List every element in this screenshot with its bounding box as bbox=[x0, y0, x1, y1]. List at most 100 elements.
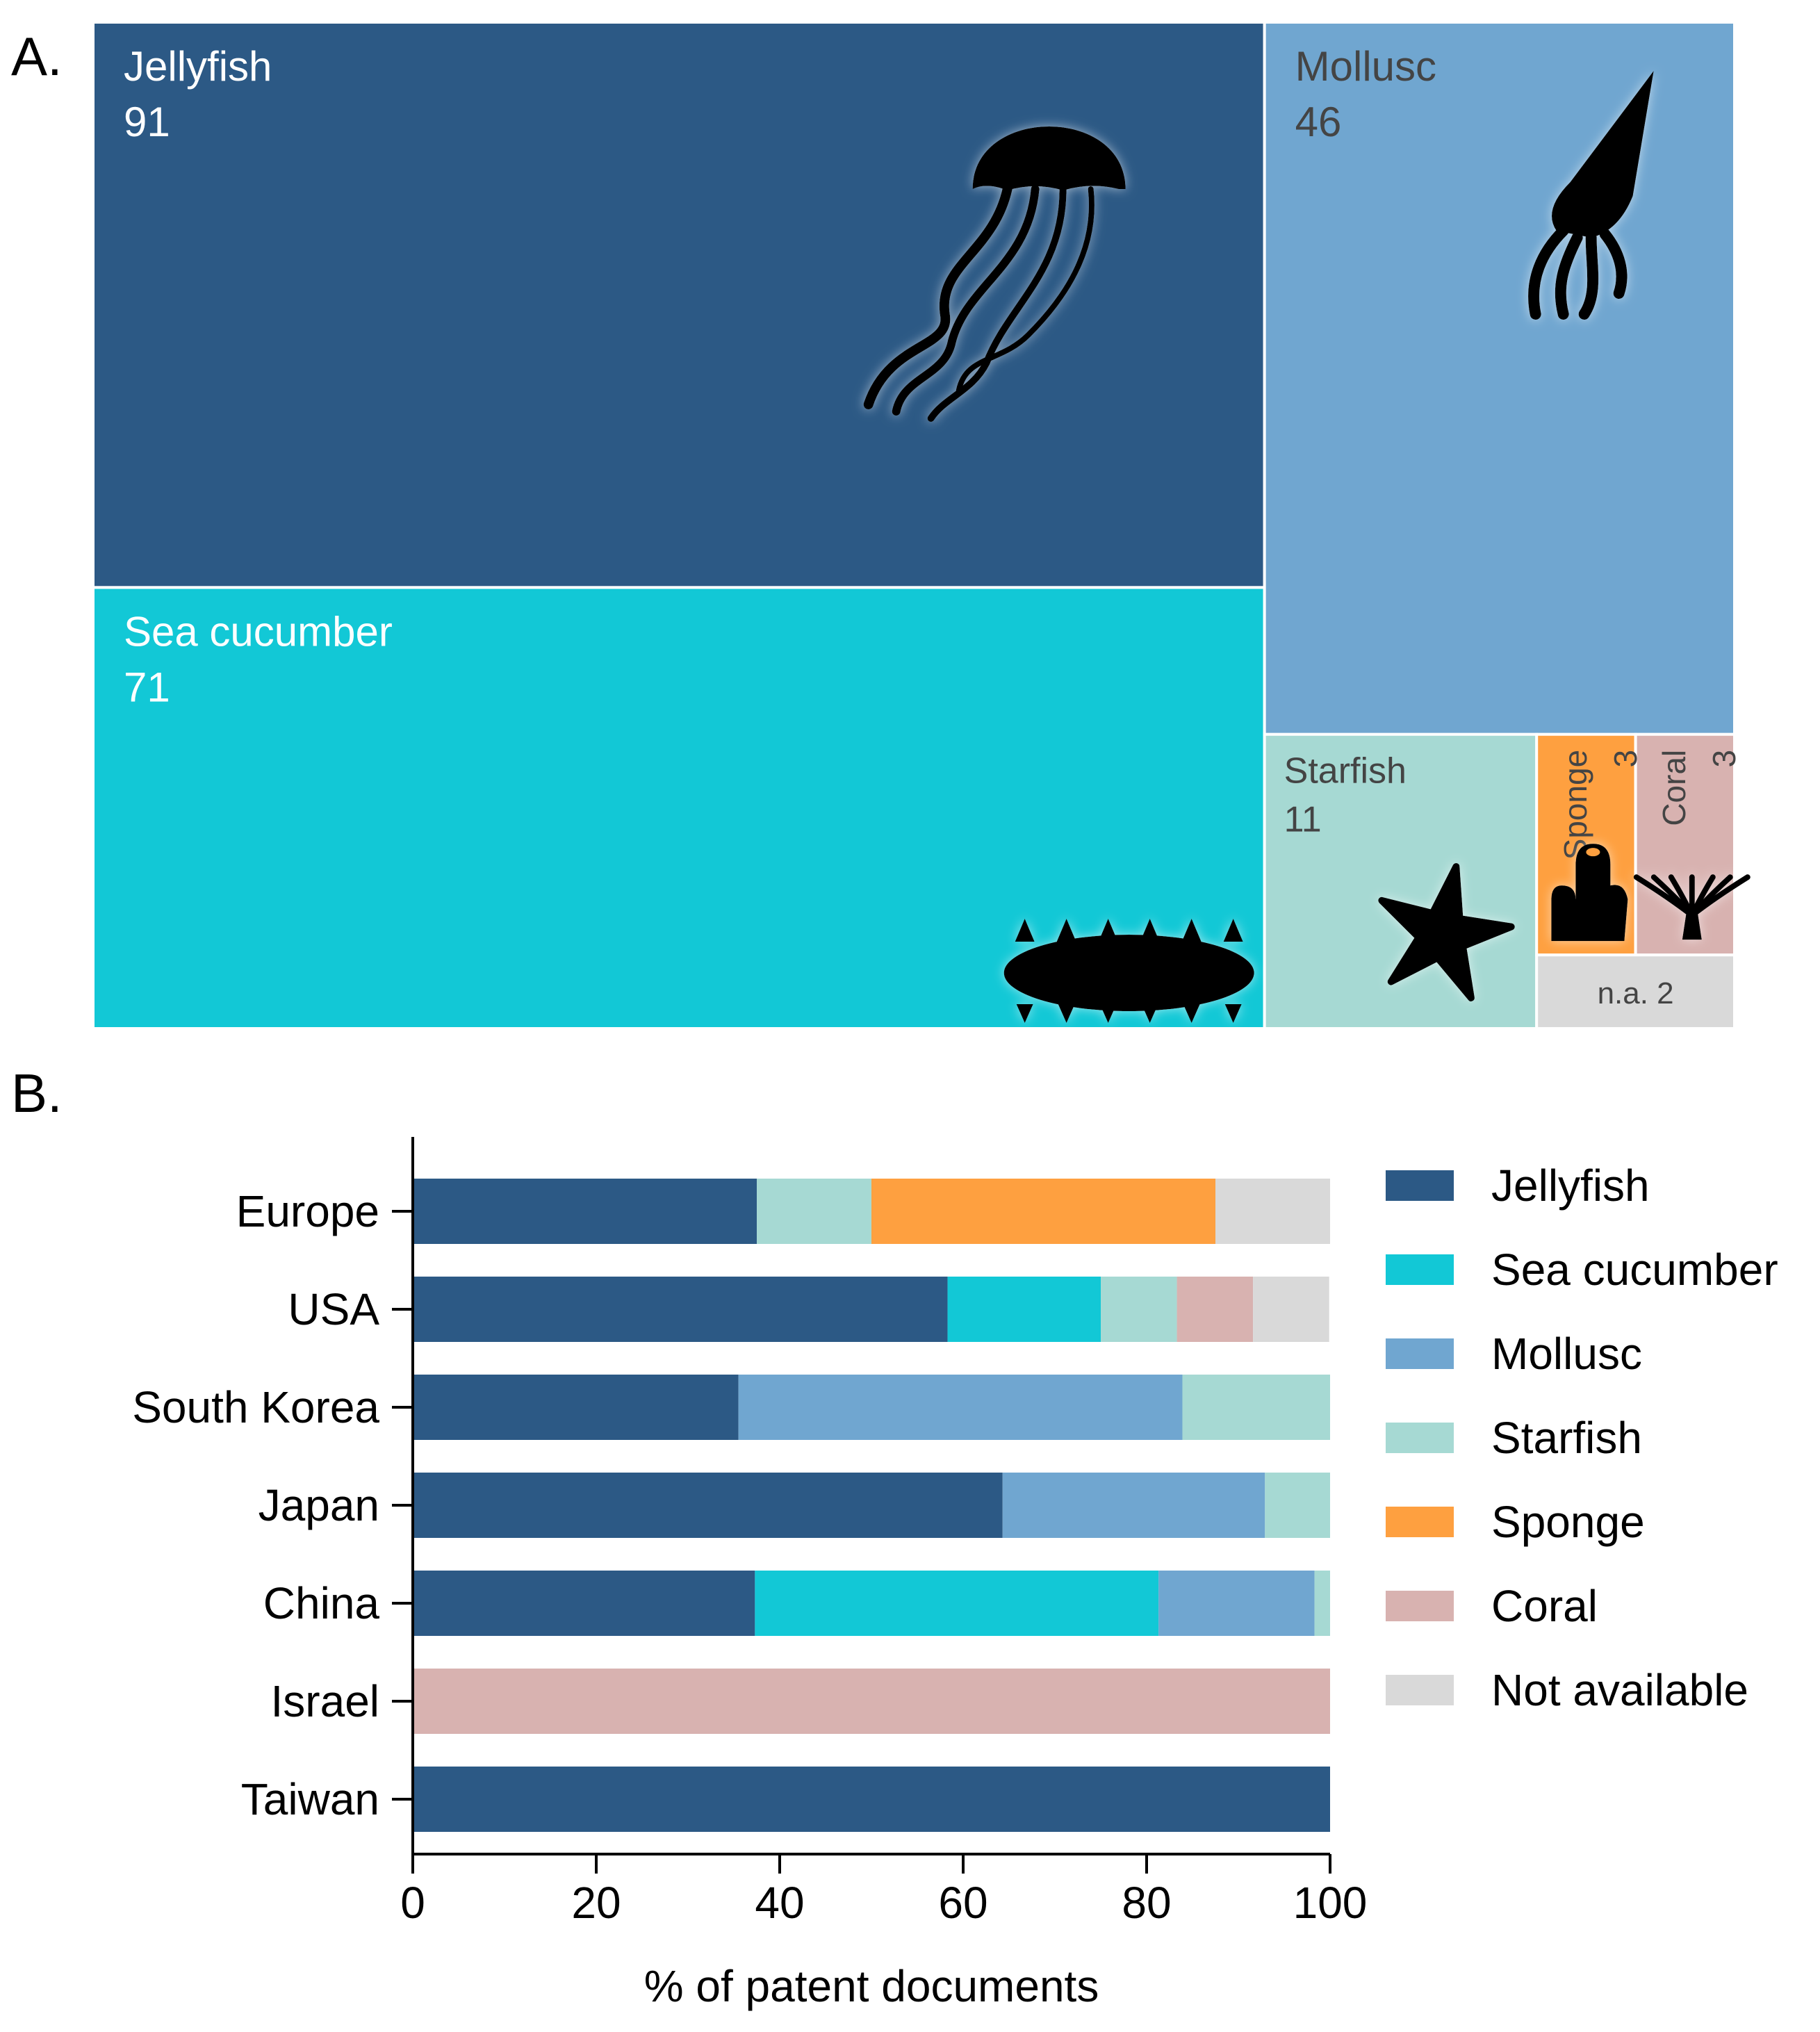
treemap-label-sea-cucumber: Sea cucumber bbox=[124, 608, 393, 655]
y-tick-label-israel: Israel bbox=[271, 1676, 380, 1726]
treemap-chart: Jellyfish 91 Sea cucumber 71 Mollusc 46 Starfi… bbox=[92, 21, 1742, 1030]
x-tick-label-60: 60 bbox=[938, 1878, 987, 1928]
squid-arm bbox=[1528, 225, 1569, 320]
legend-label-starfish: Starfish bbox=[1491, 1413, 1642, 1463]
treemap-tile-n-a bbox=[1535, 953, 1736, 1030]
bar-segment-europe-sponge bbox=[871, 1179, 1215, 1244]
bar-segment-usa-starfish bbox=[1101, 1277, 1177, 1342]
bar-segment-china-starfish bbox=[1314, 1571, 1330, 1636]
sea-cucumber-icon bbox=[1003, 919, 1254, 1023]
x-tick-label-100: 100 bbox=[1293, 1878, 1368, 1928]
bar-segment-usa-sea-cucumber bbox=[947, 1277, 1101, 1342]
sea-cucumber-spike bbox=[1099, 1004, 1117, 1023]
legend-swatch-mollusc bbox=[1386, 1338, 1454, 1369]
bar-segment-taiwan-jellyfish bbox=[413, 1767, 1330, 1832]
sponge-icon bbox=[1551, 844, 1628, 942]
bar-segment-china-sea-cucumber bbox=[755, 1571, 1159, 1636]
x-tick-label-20: 20 bbox=[571, 1878, 621, 1928]
legend-label-not-available: Not available bbox=[1491, 1665, 1748, 1715]
treemap-icons bbox=[863, 71, 1751, 1023]
legend-swatch-not-available bbox=[1386, 1675, 1454, 1705]
jellyfish-icon bbox=[863, 126, 1126, 422]
bar-segment-europe-starfish bbox=[757, 1179, 871, 1244]
y-tick-label-china: China bbox=[263, 1578, 380, 1628]
treemap-tile-starfish bbox=[1263, 732, 1539, 1030]
treemap-value-sea-cucumber: 71 bbox=[124, 664, 170, 710]
bar-segment-europe-jellyfish bbox=[413, 1179, 757, 1244]
starfish-icon bbox=[1378, 863, 1515, 1001]
bar-segment-usa-not-available bbox=[1253, 1277, 1329, 1342]
sea-cucumber-spike bbox=[1098, 919, 1118, 942]
treemap-tile-jellyfish bbox=[92, 21, 1266, 589]
legend-swatch-starfish bbox=[1386, 1423, 1454, 1453]
legend-swatch-coral bbox=[1386, 1591, 1454, 1621]
y-tick-label-taiwan: Taiwan bbox=[241, 1774, 379, 1824]
jellyfish-bell bbox=[972, 126, 1126, 190]
legend-label-sea-cucumber: Sea cucumber bbox=[1491, 1245, 1778, 1295]
treemap-label-starfish: Starfish bbox=[1284, 751, 1407, 792]
treemap-tile-mollusc bbox=[1263, 21, 1736, 736]
y-tick-label-usa: USA bbox=[288, 1284, 379, 1334]
bar-segment-japan-mollusc bbox=[1002, 1473, 1265, 1538]
legend-label-jellyfish: Jellyfish bbox=[1491, 1161, 1650, 1211]
bar-segment-south-korea-jellyfish bbox=[413, 1375, 739, 1440]
sponge-opening bbox=[1586, 848, 1600, 857]
sea-cucumber-spike bbox=[1058, 1004, 1075, 1023]
treemap-value-mollusc: 46 bbox=[1295, 99, 1342, 145]
sea-cucumber-body bbox=[1003, 935, 1254, 1011]
treemap-value-coral: 3 bbox=[1706, 750, 1742, 768]
jellyfish-tentacle bbox=[863, 184, 1013, 409]
legend-swatch-sponge bbox=[1386, 1507, 1454, 1537]
sea-cucumber-spike bbox=[1183, 1004, 1200, 1023]
bar-segment-europe-not-available bbox=[1215, 1179, 1330, 1244]
bar-segment-south-korea-mollusc bbox=[738, 1375, 1183, 1440]
starfish-shape bbox=[1378, 863, 1515, 1001]
y-tick-label-south-korea: South Korea bbox=[132, 1382, 379, 1432]
squid-arm bbox=[1599, 229, 1628, 299]
treemap-value-sponge: 3 bbox=[1607, 750, 1643, 768]
treemap-label-coral: Coral bbox=[1656, 750, 1692, 826]
sea-cucumber-spike bbox=[1223, 919, 1243, 942]
jellyfish-tentacle bbox=[892, 185, 1040, 416]
treemap-label-group-coral: Coral 3 bbox=[1656, 750, 1742, 826]
jellyfish-tentacle bbox=[927, 186, 1067, 422]
treemap-label-sponge: Sponge bbox=[1557, 750, 1593, 860]
sea-cucumber-spike bbox=[1181, 919, 1202, 942]
treemap-label-jellyfish: Jellyfish bbox=[124, 43, 272, 90]
treemap-label-group-sponge: Sponge 3 bbox=[1557, 750, 1643, 860]
legend-swatch-jellyfish bbox=[1386, 1170, 1454, 1201]
bar-segment-japan-jellyfish bbox=[413, 1473, 1003, 1538]
y-tick-label-europe: Europe bbox=[236, 1186, 379, 1236]
x-tick-label-40: 40 bbox=[755, 1878, 804, 1928]
coral-trunk bbox=[1682, 912, 1702, 940]
jellyfish-tentacle bbox=[956, 186, 1095, 393]
bar-segment-usa-coral bbox=[1177, 1277, 1254, 1342]
sea-cucumber-spike bbox=[1140, 919, 1160, 942]
sea-cucumber-spike bbox=[1015, 919, 1035, 942]
squid-arm bbox=[1578, 232, 1599, 320]
squid-mantle bbox=[1551, 71, 1654, 238]
coral-icon bbox=[1633, 874, 1751, 940]
legend-label-sponge: Sponge bbox=[1491, 1497, 1645, 1547]
treemap-value-na: n.a. 2 bbox=[1598, 976, 1674, 1010]
sea-cucumber-spike bbox=[1141, 1004, 1158, 1023]
panel-a-label: A. bbox=[11, 26, 63, 87]
bar-segment-japan-starfish bbox=[1265, 1473, 1330, 1538]
stacked-bar-chart: Europe USA South Korea Japan China Israel Taiw… bbox=[132, 1137, 1778, 2011]
sponge-shape bbox=[1551, 844, 1628, 942]
bar-segment-usa-jellyfish bbox=[413, 1277, 948, 1342]
sea-cucumber-spike bbox=[1016, 1004, 1033, 1023]
treemap-value-jellyfish: 91 bbox=[124, 99, 170, 145]
bar-segment-china-jellyfish bbox=[413, 1571, 755, 1636]
sea-cucumber-spike bbox=[1056, 919, 1076, 942]
bar-segment-south-korea-starfish bbox=[1182, 1375, 1330, 1440]
bar-segment-israel-coral bbox=[413, 1669, 1330, 1734]
y-tick-label-japan: Japan bbox=[259, 1480, 379, 1530]
squid-arm bbox=[1555, 232, 1583, 320]
x-tick-label-0: 0 bbox=[400, 1878, 425, 1928]
coral-branch bbox=[1689, 874, 1751, 919]
squid-icon bbox=[1528, 71, 1654, 320]
legend-label-mollusc: Mollusc bbox=[1491, 1329, 1642, 1379]
legend-swatch-sea-cucumber bbox=[1386, 1254, 1454, 1285]
